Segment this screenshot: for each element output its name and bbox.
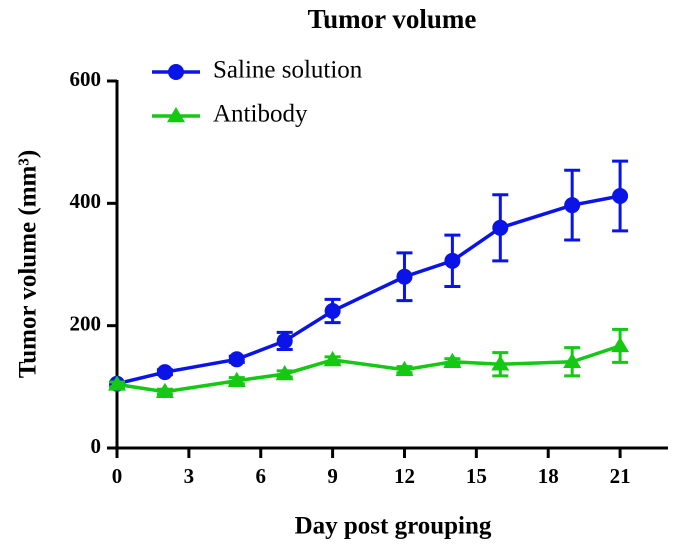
marker xyxy=(611,336,630,353)
marker xyxy=(275,364,294,381)
legend-marker xyxy=(167,107,185,123)
y-axis-label: Tumor volume (mm³) xyxy=(15,150,42,378)
marker xyxy=(492,219,509,236)
marker xyxy=(491,355,510,371)
marker xyxy=(227,371,246,388)
y-tick-label: 400 xyxy=(70,189,102,213)
marker xyxy=(323,350,342,367)
legend-label: Antibody xyxy=(213,101,308,128)
marker xyxy=(443,352,462,369)
marker xyxy=(276,332,293,349)
marker xyxy=(564,197,581,214)
marker xyxy=(108,375,126,391)
x-tick-label: 18 xyxy=(538,464,559,488)
x-axis-label: Day post grouping xyxy=(295,513,492,540)
x-tick-label: 15 xyxy=(466,464,487,488)
x-tick-label: 12 xyxy=(394,464,415,488)
marker xyxy=(156,364,173,381)
y-tick-label: 0 xyxy=(91,434,102,458)
marker xyxy=(396,268,413,285)
x-tick-label: 3 xyxy=(184,464,195,488)
marker xyxy=(612,187,629,204)
marker xyxy=(324,302,341,319)
x-tick-label: 9 xyxy=(327,464,338,488)
x-tick-label: 6 xyxy=(255,464,266,488)
chart-title: Tumor volume xyxy=(308,4,477,34)
marker xyxy=(444,252,461,269)
marker xyxy=(563,352,582,369)
series-line xyxy=(116,344,621,394)
marker xyxy=(228,351,245,368)
marker xyxy=(155,382,174,399)
series-line xyxy=(116,194,621,386)
x-tick-label: 21 xyxy=(610,464,631,488)
x-tick-label: 0 xyxy=(112,464,123,488)
y-tick-label: 200 xyxy=(70,311,102,335)
legend-label: Saline solution xyxy=(213,57,363,84)
y-tick-label: 600 xyxy=(70,67,102,91)
legend-marker xyxy=(168,64,184,80)
marker xyxy=(395,360,414,377)
